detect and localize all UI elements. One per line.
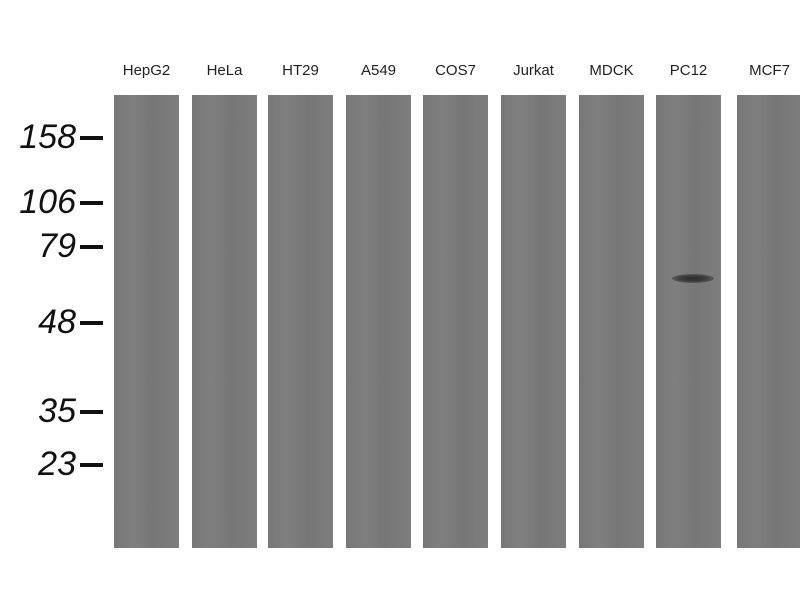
marker-label: 106: [19, 183, 76, 221]
marker-label: 35: [38, 392, 76, 430]
lane-label: HeLa: [206, 62, 243, 79]
lane-mcf7: [737, 95, 800, 548]
lane-cos7: [423, 95, 488, 548]
lane-hela: [192, 95, 257, 548]
marker-tick: [80, 463, 103, 467]
lane-a549: [346, 95, 411, 548]
lane-mdck: [579, 95, 644, 548]
lane-label: MCF7: [749, 62, 790, 79]
lane-label: COS7: [435, 62, 476, 79]
marker-tick: [80, 201, 103, 205]
marker-tick: [80, 321, 103, 325]
lane-jurkat: [501, 95, 566, 548]
lane-label: MDCK: [589, 62, 634, 79]
lane-label: A549: [360, 62, 397, 79]
lane-label: Jurkat: [513, 62, 554, 79]
lane-ht29: [268, 95, 333, 548]
marker-label: 48: [38, 303, 76, 341]
lane-hepg2: [114, 95, 179, 548]
marker-label: 79: [38, 227, 76, 265]
marker-label: 158: [19, 118, 76, 156]
marker-tick: [80, 136, 103, 140]
marker-tick: [80, 245, 103, 249]
lane-label: PC12: [669, 62, 708, 79]
marker-label: 23: [38, 445, 76, 483]
lane-pc12: [656, 95, 721, 548]
lane-label: HT29: [282, 62, 319, 79]
marker-tick: [80, 410, 103, 414]
lane-label: HepG2: [122, 62, 171, 79]
protein-band: [672, 274, 714, 283]
